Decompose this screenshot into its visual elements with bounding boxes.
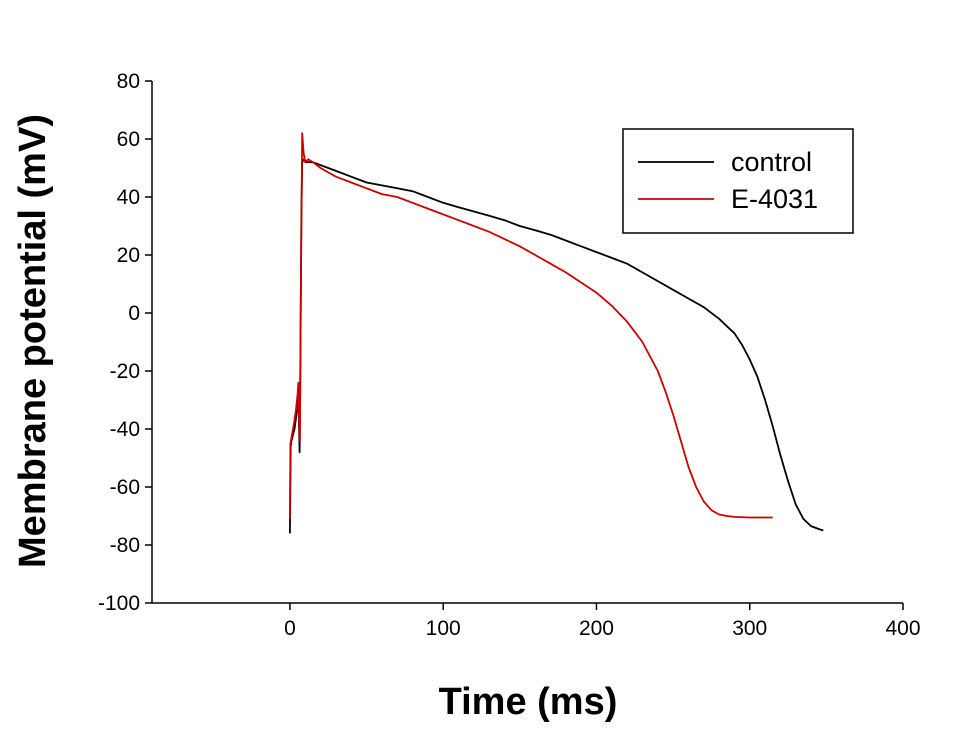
y-axis-title: Membrane potential (mV) [12, 114, 54, 568]
y-tick-label: 20 [117, 244, 140, 267]
y-tick-label: -100 [98, 592, 140, 615]
y-tick-label: -60 [110, 476, 140, 499]
y-tick-label: -80 [110, 534, 140, 557]
y-tick-label: 40 [117, 186, 140, 209]
series-line-e-4031 [289, 132, 773, 519]
x-tick-label: 0 [284, 617, 296, 640]
x-tick-label: 400 [885, 617, 920, 640]
x-tick-label: 100 [426, 617, 461, 640]
y-tick-label: -20 [110, 360, 140, 383]
legend-label-e-4031: E-4031 [731, 184, 818, 214]
legend-box [622, 128, 854, 234]
x-tick-label: 300 [732, 617, 767, 640]
y-tick-label: 80 [117, 70, 140, 93]
x-axis-title: Time (ms) [439, 681, 618, 723]
legend-label-control: control [731, 147, 812, 177]
legend: control E-4031 [622, 128, 854, 234]
series-layer [289, 132, 824, 534]
y-tick-label: 60 [117, 128, 140, 151]
y-tick-label: -40 [110, 418, 140, 441]
x-tick-label: 200 [579, 617, 614, 640]
y-tick-label: 0 [128, 302, 140, 325]
